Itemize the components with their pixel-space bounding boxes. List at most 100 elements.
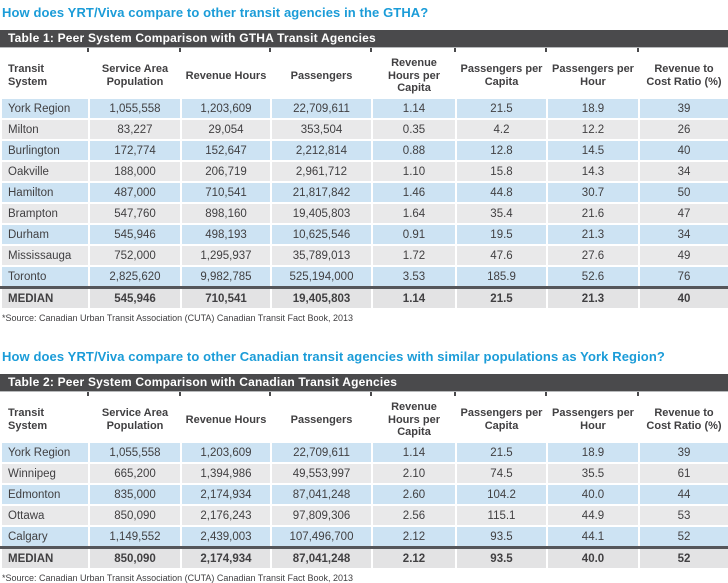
cell: Durham bbox=[0, 223, 90, 246]
median-row: MEDIAN 850,090 2,174,934 87,041,248 2.12 93.5… bbox=[0, 546, 728, 570]
column-header: Passengers bbox=[270, 397, 373, 443]
column-header: Passengers per Capita bbox=[455, 53, 548, 99]
median-cell: MEDIAN bbox=[0, 546, 90, 570]
column-header: Revenue Hours per Capita bbox=[371, 53, 457, 99]
cell: Hamilton bbox=[0, 181, 90, 204]
cell: 30.7 bbox=[546, 181, 640, 204]
median-cell: 1.14 bbox=[371, 286, 457, 310]
cell: 18.9 bbox=[546, 441, 640, 464]
column-header: Passengers per Hour bbox=[546, 53, 640, 99]
cell: 898,160 bbox=[180, 202, 272, 225]
median-cell: 93.5 bbox=[455, 546, 548, 570]
cell: 1.46 bbox=[371, 181, 457, 204]
section-heading: How does YRT/Viva compare to other Canad… bbox=[2, 349, 665, 364]
cell: 152,647 bbox=[180, 139, 272, 162]
table-row: Winnipeg 665,200 1,394,986 49,553,997 2.10 74… bbox=[0, 462, 728, 485]
median-row: MEDIAN 545,946 710,541 19,405,803 1.14 21.5 21… bbox=[0, 286, 728, 310]
cell: 3.53 bbox=[371, 265, 457, 289]
median-cell: 87,041,248 bbox=[270, 546, 373, 570]
cell: 53 bbox=[638, 504, 728, 527]
cell: 50 bbox=[638, 181, 728, 204]
cell: 21.6 bbox=[546, 202, 640, 225]
cell: 15.8 bbox=[455, 160, 548, 183]
cell: 47 bbox=[638, 202, 728, 225]
cell: 545,946 bbox=[88, 223, 182, 246]
cell: 1.14 bbox=[371, 441, 457, 464]
cell: 0.91 bbox=[371, 223, 457, 246]
table-row: Milton 83,227 29,054 353,504 0.35 4.2 12.2 26 bbox=[0, 118, 728, 141]
cell: 22,709,611 bbox=[270, 441, 373, 464]
column-header: Revenue to Cost Ratio (%) bbox=[638, 397, 728, 443]
cell: 39 bbox=[638, 97, 728, 120]
cell: 47.6 bbox=[455, 244, 548, 267]
cell: 0.35 bbox=[371, 118, 457, 141]
table-row: Mississauga 752,000 1,295,937 35,789,013 1.7… bbox=[0, 244, 728, 267]
median-cell: 545,946 bbox=[88, 286, 182, 310]
table-2-container: Table 2: Peer System Comparison with Can… bbox=[0, 374, 728, 583]
cell: 2.56 bbox=[371, 504, 457, 527]
cell: Milton bbox=[0, 118, 90, 141]
column-divider-tick bbox=[87, 48, 89, 52]
cell: 52.6 bbox=[546, 265, 640, 289]
cell: 2,439,003 bbox=[180, 525, 272, 549]
cell: 107,496,700 bbox=[270, 525, 373, 549]
column-header: Transit System bbox=[0, 397, 90, 443]
median-cell: MEDIAN bbox=[0, 286, 90, 310]
median-cell: 21.5 bbox=[455, 286, 548, 310]
cell: 34 bbox=[638, 223, 728, 246]
column-divider-tick bbox=[545, 48, 547, 52]
cell: 1,055,558 bbox=[88, 97, 182, 120]
cell: 35.5 bbox=[546, 462, 640, 485]
cell: 76 bbox=[638, 265, 728, 289]
cell: 710,541 bbox=[180, 181, 272, 204]
column-divider-tick bbox=[370, 48, 372, 52]
cell: 40.0 bbox=[546, 483, 640, 506]
cell: 115.1 bbox=[455, 504, 548, 527]
median-cell: 21.3 bbox=[546, 286, 640, 310]
cell: Burlington bbox=[0, 139, 90, 162]
cell: 34 bbox=[638, 160, 728, 183]
cell: 12.8 bbox=[455, 139, 548, 162]
table-row: Durham 545,946 498,193 10,625,546 0.91 19.5 21… bbox=[0, 223, 728, 246]
median-cell: 850,090 bbox=[88, 546, 182, 570]
cell: 26 bbox=[638, 118, 728, 141]
cell: 21,817,842 bbox=[270, 181, 373, 204]
table-row: Toronto 2,825,620 9,982,785 525,194,000 3.53… bbox=[0, 265, 728, 289]
cell: 14.5 bbox=[546, 139, 640, 162]
cell: 44.8 bbox=[455, 181, 548, 204]
cell: Ottawa bbox=[0, 504, 90, 527]
cell: 1.14 bbox=[371, 97, 457, 120]
cell: 2.60 bbox=[371, 483, 457, 506]
column-divider-tick bbox=[179, 48, 181, 52]
cell: 83,227 bbox=[88, 118, 182, 141]
column-header: Passengers per Hour bbox=[546, 397, 640, 443]
cell: 2,176,243 bbox=[180, 504, 272, 527]
cell: 74.5 bbox=[455, 462, 548, 485]
cell: 35,789,013 bbox=[270, 244, 373, 267]
column-header: Revenue Hours bbox=[180, 53, 272, 99]
cell: 49,553,997 bbox=[270, 462, 373, 485]
cell: 35.4 bbox=[455, 202, 548, 225]
table-row: York Region 1,055,558 1,203,609 22,709,611 1… bbox=[0, 441, 728, 464]
column-divider-tick bbox=[269, 392, 271, 396]
cell: 21.5 bbox=[455, 441, 548, 464]
cell: 1,055,558 bbox=[88, 441, 182, 464]
cell: 104.2 bbox=[455, 483, 548, 506]
cell: 1,203,609 bbox=[180, 97, 272, 120]
column-header: Passengers per Capita bbox=[455, 397, 548, 443]
cell: 525,194,000 bbox=[270, 265, 373, 289]
column-divider-tick bbox=[454, 48, 456, 52]
cell: 10,625,546 bbox=[270, 223, 373, 246]
cell: 93.5 bbox=[455, 525, 548, 549]
median-cell: 19,405,803 bbox=[270, 286, 373, 310]
section-heading: How does YRT/Viva compare to other trans… bbox=[2, 5, 429, 20]
cell: 1,149,552 bbox=[88, 525, 182, 549]
column-divider-tick bbox=[545, 392, 547, 396]
cell: 850,090 bbox=[88, 504, 182, 527]
cell: 2,174,934 bbox=[180, 483, 272, 506]
column-header: Revenue Hours bbox=[180, 397, 272, 443]
cell: 1.72 bbox=[371, 244, 457, 267]
source-note: *Source: Canadian Urban Transit Associat… bbox=[2, 313, 354, 323]
column-tick-strip bbox=[0, 47, 728, 53]
cell: 835,000 bbox=[88, 483, 182, 506]
